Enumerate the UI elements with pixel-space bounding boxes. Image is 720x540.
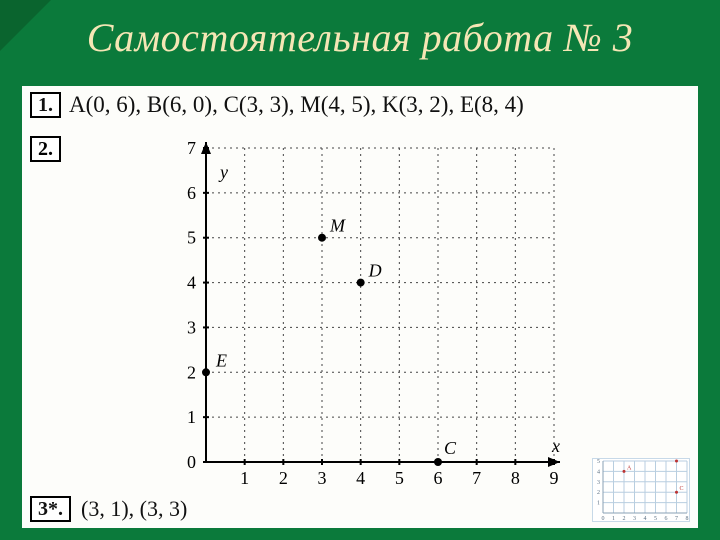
svg-text:6: 6 — [665, 516, 668, 521]
slide-title: Самостоятельная работа № 3 — [0, 0, 720, 61]
chart-svg: 1 2 3 4 5 6 7 8 9 0 1 2 3 4 5 6 7 x y M D E C — [172, 130, 572, 490]
svg-text:x: x — [551, 436, 560, 456]
worksheet: 1. A(0, 6), B(6, 0), C(3, 3), M(4, 5), K… — [22, 86, 698, 528]
task-2-label: 2. — [30, 136, 61, 162]
svg-text:3: 3 — [318, 468, 327, 488]
svg-text:5: 5 — [654, 516, 657, 521]
svg-text:7: 7 — [472, 468, 481, 488]
svg-text:B: B — [680, 459, 684, 461]
thumbnail-chart: 0 1 2 3 4 5 6 7 8 1 2 3 4 5 A B C — [592, 458, 690, 522]
thumb-svg: 0 1 2 3 4 5 6 7 8 1 2 3 4 5 A B C — [593, 459, 689, 521]
svg-text:4: 4 — [356, 468, 365, 488]
svg-text:7: 7 — [187, 138, 196, 158]
svg-text:8: 8 — [511, 468, 520, 488]
svg-text:6: 6 — [187, 183, 196, 203]
coordinate-plane: 1 2 3 4 5 6 7 8 9 0 1 2 3 4 5 6 7 x y M D E C — [172, 130, 572, 490]
svg-text:A: A — [627, 465, 632, 471]
svg-text:M: M — [329, 216, 346, 236]
svg-text:3: 3 — [633, 516, 636, 521]
svg-text:4: 4 — [187, 273, 196, 293]
svg-text:5: 5 — [597, 459, 600, 465]
svg-text:5: 5 — [187, 228, 196, 248]
task-1-label: 1. — [30, 92, 61, 118]
task-3-label: 3*. — [30, 496, 71, 522]
svg-text:0: 0 — [602, 516, 605, 521]
svg-text:5: 5 — [395, 468, 404, 488]
svg-text:3: 3 — [187, 317, 196, 337]
svg-text:2: 2 — [597, 490, 600, 496]
svg-text:2: 2 — [623, 516, 626, 521]
svg-text:C: C — [680, 486, 684, 492]
svg-text:1: 1 — [187, 407, 196, 427]
svg-text:9: 9 — [550, 468, 559, 488]
svg-text:7: 7 — [675, 516, 678, 521]
svg-text:E: E — [215, 350, 227, 370]
svg-text:C: C — [444, 438, 457, 458]
svg-text:y: y — [218, 162, 228, 182]
svg-text:2: 2 — [279, 468, 288, 488]
task-3: 3*. (3, 1), (3, 3) — [30, 496, 187, 522]
task-3-points: (3, 1), (3, 3) — [81, 496, 187, 522]
svg-text:1: 1 — [240, 468, 249, 488]
svg-text:1: 1 — [612, 516, 615, 521]
svg-text:1: 1 — [597, 501, 600, 507]
svg-text:2: 2 — [187, 362, 196, 382]
svg-text:4: 4 — [597, 469, 600, 475]
svg-text:D: D — [368, 261, 382, 281]
svg-text:0: 0 — [187, 452, 196, 472]
svg-text:3: 3 — [597, 480, 600, 486]
svg-text:6: 6 — [434, 468, 443, 488]
task-2: 2. — [30, 136, 63, 162]
svg-text:4: 4 — [644, 516, 647, 521]
task-1-points: A(0, 6), B(6, 0), C(3, 3), M(4, 5), K(3,… — [69, 92, 524, 118]
task-1: 1. A(0, 6), B(6, 0), C(3, 3), M(4, 5), K… — [30, 92, 690, 118]
svg-text:8: 8 — [686, 516, 689, 521]
corner-decoration — [0, 0, 55, 51]
